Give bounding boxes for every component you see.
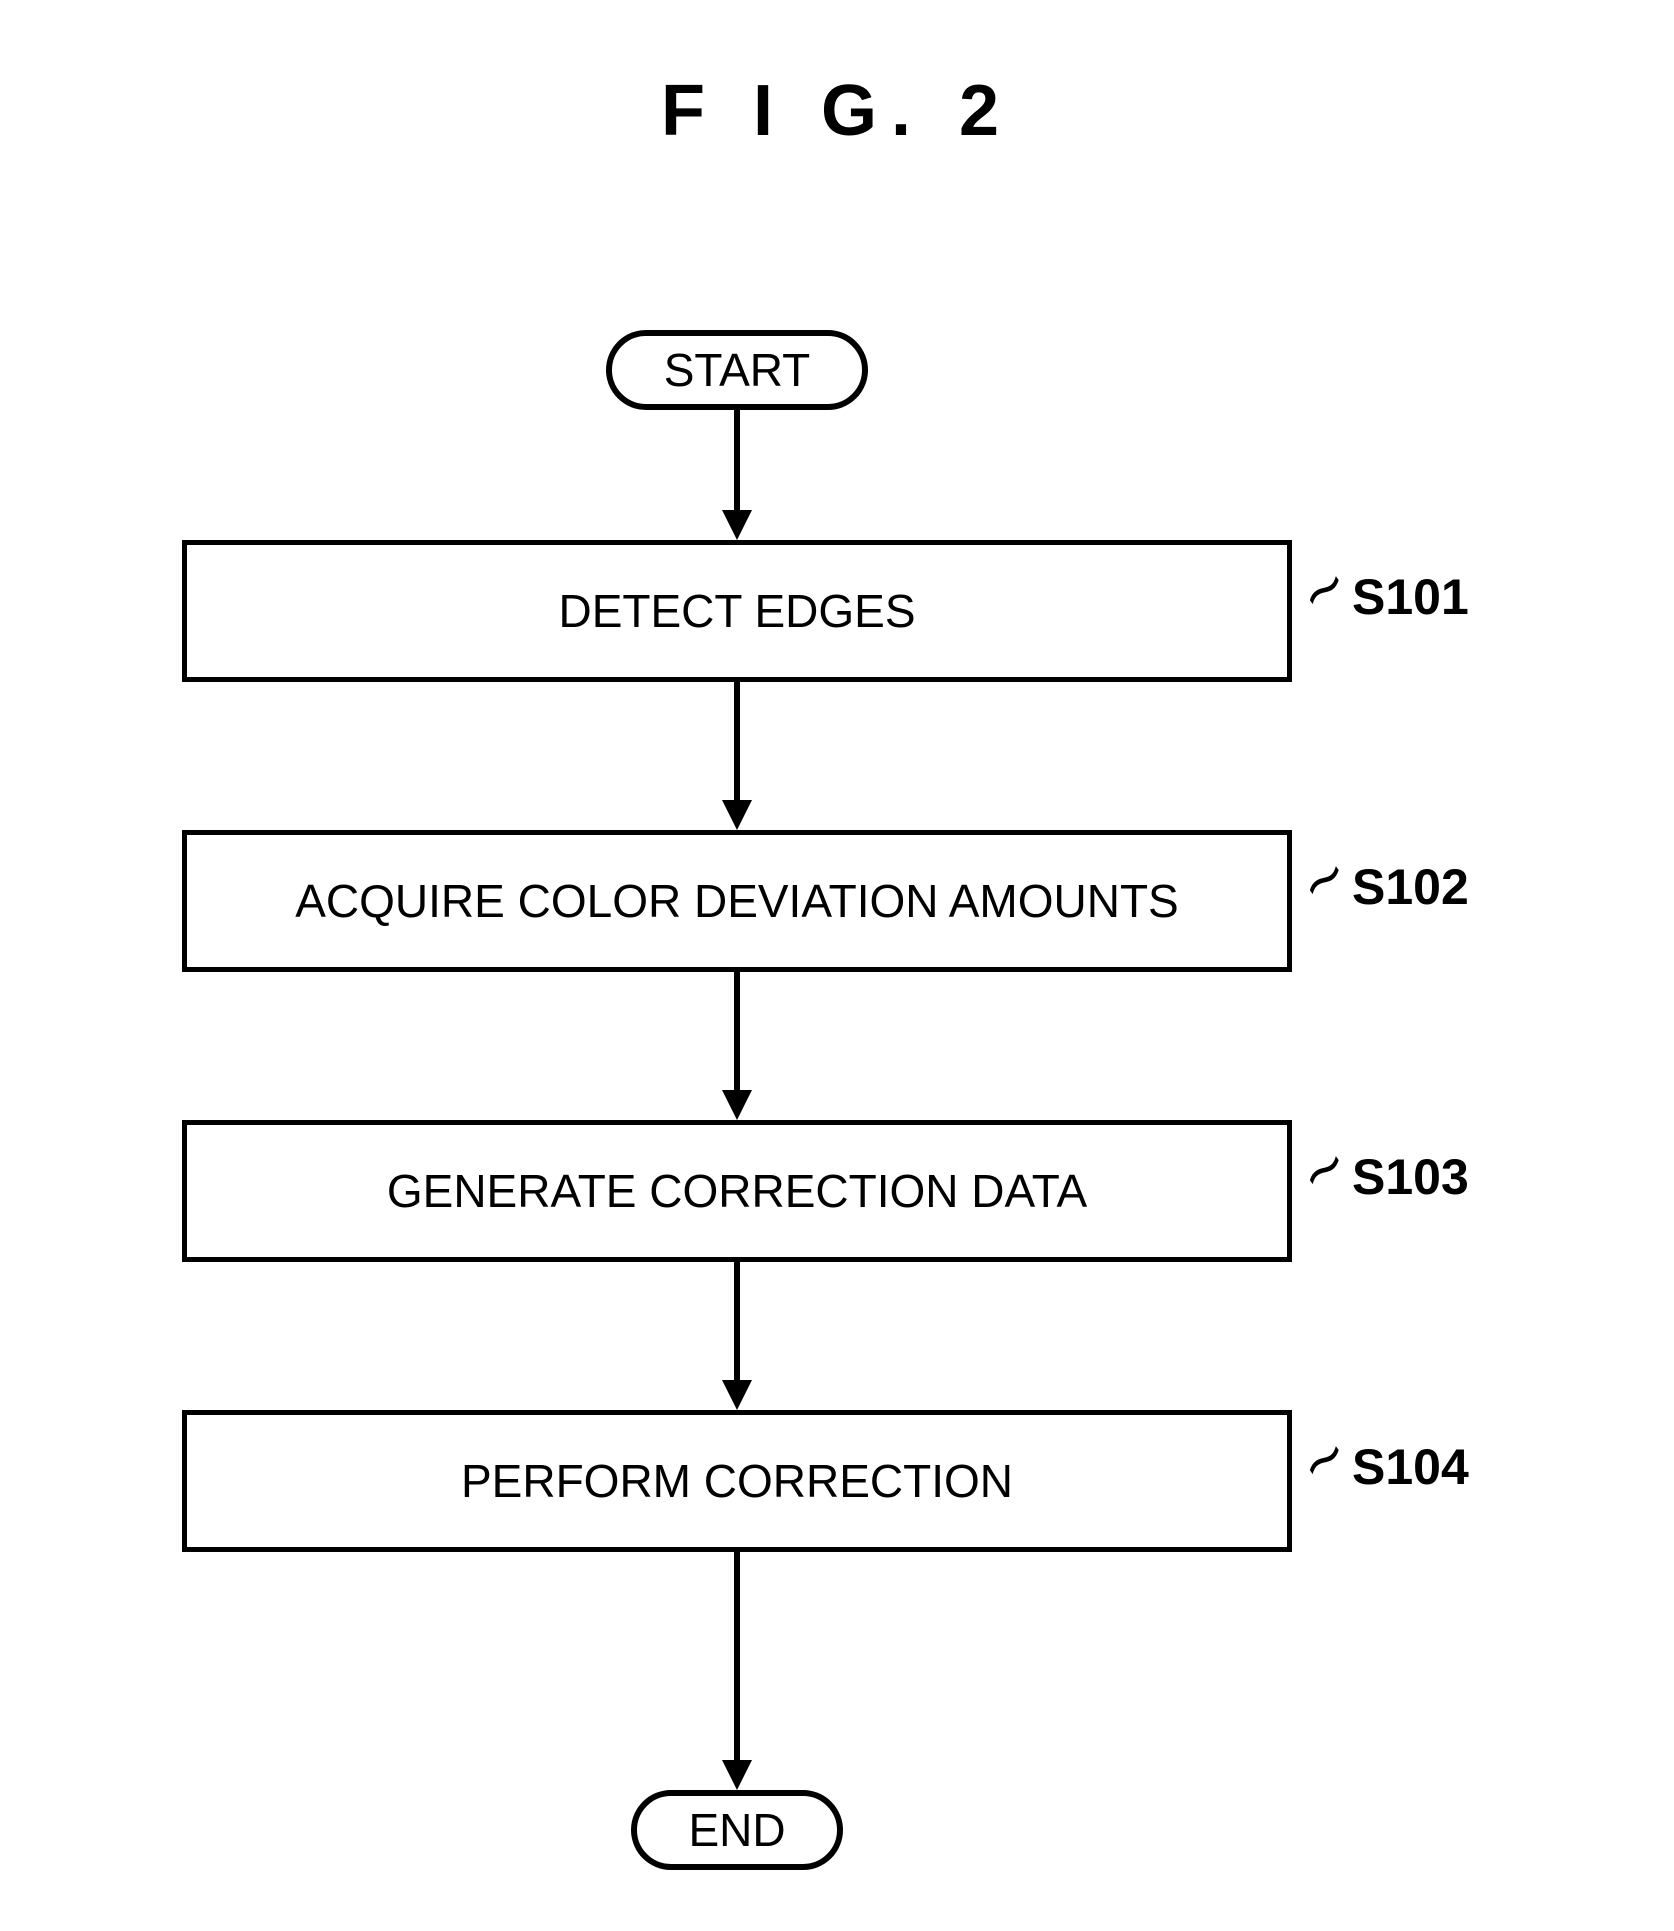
step-box-s101: DETECT EDGES bbox=[182, 540, 1292, 682]
step-box-s104: PERFORM CORRECTION bbox=[182, 1410, 1292, 1552]
arrow-line-4 bbox=[734, 1552, 740, 1760]
step-label-s102: S102 bbox=[1352, 858, 1469, 916]
arrow-line-2 bbox=[734, 972, 740, 1090]
step-label-s103: S103 bbox=[1352, 1148, 1469, 1206]
arrow-line-3 bbox=[734, 1262, 740, 1380]
step-label-s101: S101 bbox=[1352, 568, 1469, 626]
arrow-head-3 bbox=[722, 1380, 752, 1410]
figure-title: F I G. 2 bbox=[0, 70, 1674, 152]
step-connector-s103: ∼ bbox=[1285, 1129, 1361, 1210]
step-connector-s101: ∼ bbox=[1285, 549, 1361, 630]
arrow-line-1 bbox=[734, 682, 740, 800]
arrow-head-2 bbox=[722, 1090, 752, 1120]
arrow-head-4 bbox=[722, 1760, 752, 1790]
arrow-line-0 bbox=[734, 410, 740, 510]
step-connector-s104: ∼ bbox=[1285, 1419, 1361, 1500]
step-box-s102: ACQUIRE COLOR DEVIATION AMOUNTS bbox=[182, 830, 1292, 972]
step-connector-s102: ∼ bbox=[1285, 839, 1361, 920]
flowchart-page: F I G. 2 START DETECT EDGES∼S101ACQUIRE … bbox=[0, 0, 1674, 1931]
terminator-end: END bbox=[631, 1790, 843, 1870]
arrow-head-1 bbox=[722, 800, 752, 830]
step-box-s103: GENERATE CORRECTION DATA bbox=[182, 1120, 1292, 1262]
step-label-s104: S104 bbox=[1352, 1438, 1469, 1496]
terminator-start: START bbox=[606, 330, 868, 410]
arrow-head-0 bbox=[722, 510, 752, 540]
